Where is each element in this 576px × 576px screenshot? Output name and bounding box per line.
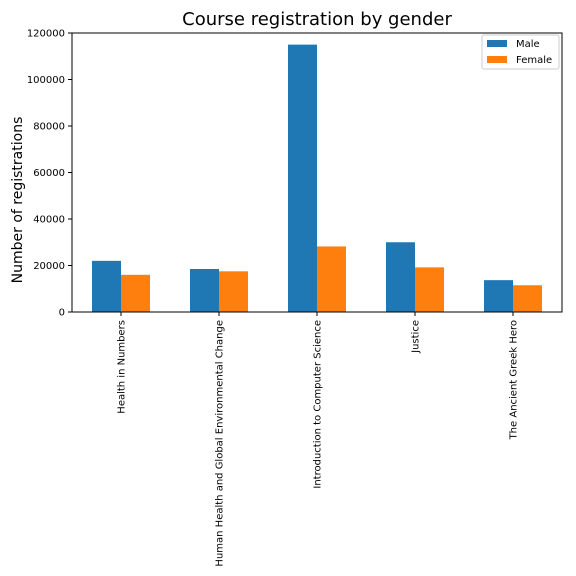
y-tick-label: 20000	[33, 261, 65, 272]
bar-male-4	[484, 280, 513, 312]
bar-male-1	[190, 268, 219, 312]
y-axis: 0 20000 40000 60000 80000 100000 120000	[27, 29, 72, 319]
legend: Male Female	[481, 34, 560, 70]
x-tick-label: Health in Numbers	[117, 320, 128, 414]
bars-layer	[92, 44, 542, 312]
x-tick-label: Justice	[411, 320, 422, 354]
x-tick-label: Human Health and Global Environmental Ch…	[215, 320, 226, 567]
bar-female-2	[317, 246, 346, 312]
x-axis: Health in Numbers Human Health and Global…	[117, 312, 520, 567]
chart-title: Course registration by gender	[182, 9, 452, 30]
bar-male-0	[92, 260, 121, 312]
bar-male-2	[288, 44, 317, 312]
bar-female-0	[121, 274, 150, 312]
legend-swatch-male	[487, 40, 507, 47]
y-tick-label: 40000	[33, 215, 65, 226]
bar-male-3	[386, 242, 415, 312]
legend-label-female: Female	[516, 55, 552, 66]
y-tick-label: 0	[59, 308, 65, 319]
y-axis-title: Number of registrations	[10, 117, 26, 284]
bar-female-3	[415, 267, 444, 312]
legend-swatch-female	[487, 56, 507, 63]
legend-label-male: Male	[516, 39, 540, 50]
x-tick-label: Introduction to Computer Science	[313, 320, 324, 489]
bar-female-4	[513, 285, 542, 312]
y-tick-label: 120000	[27, 29, 65, 40]
bar-female-1	[219, 271, 248, 312]
y-tick-label: 60000	[33, 168, 65, 179]
y-tick-label: 80000	[33, 122, 65, 133]
x-tick-label: The Ancient Greek Hero	[509, 320, 520, 440]
y-tick-label: 100000	[27, 75, 65, 86]
